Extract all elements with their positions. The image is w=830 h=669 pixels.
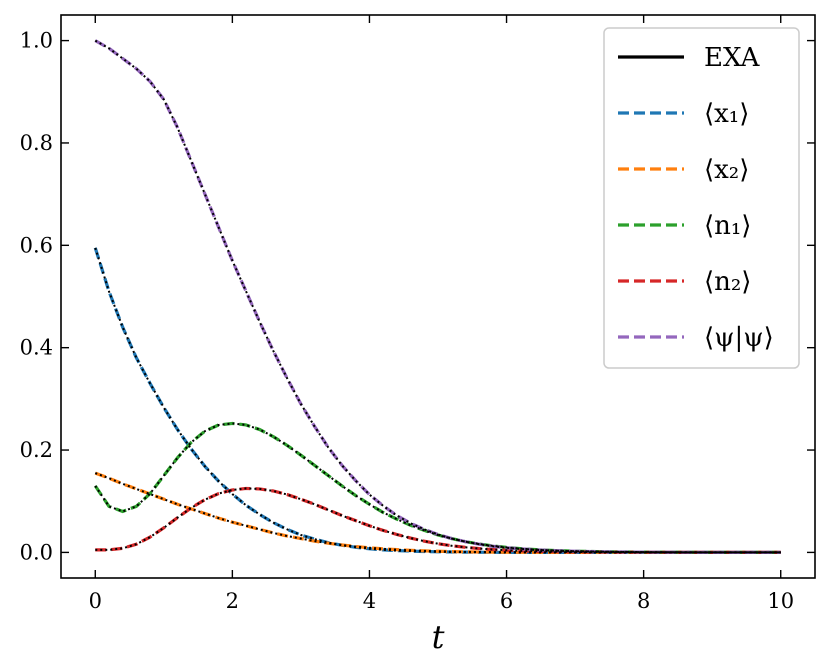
plot-area	[93, 39, 781, 555]
ticks: 0 2 4 6 8 10 0.0 0.2 0.4 0.6 0.8 1.0	[20, 15, 815, 613]
legend-label: ⟨n₁⟩	[704, 211, 751, 241]
y-tick-label: 0.4	[20, 336, 53, 360]
series-line-4	[95, 486, 781, 555]
legend-label: ⟨x₂⟩	[704, 155, 749, 185]
legend-label: ⟨ψ|ψ⟩	[704, 323, 774, 353]
y-tick-label: 0.2	[20, 438, 53, 462]
x-tick-label: 10	[767, 589, 794, 613]
x-axis-label: t	[432, 618, 445, 656]
axes-frame	[60, 14, 816, 579]
exa-line-2	[94, 472, 781, 554]
x-tick-label: 4	[363, 589, 376, 613]
series-line-2	[94, 471, 781, 555]
exa-line-1	[94, 247, 781, 554]
y-tick-label: 0.0	[20, 540, 53, 564]
legend-label: ⟨n₂⟩	[704, 267, 751, 297]
x-tick-label: 6	[500, 589, 513, 613]
exa-line-4	[95, 487, 781, 554]
x-tick-label: 8	[637, 589, 650, 613]
legend-box	[603, 27, 800, 369]
legend-label: EXA	[704, 43, 761, 73]
y-tick-label: 0.8	[20, 131, 53, 155]
exa-line-5	[94, 39, 781, 554]
x-tick-label: 0	[89, 589, 102, 613]
y-tick-label: 1.0	[20, 29, 53, 53]
legend-label: ⟨x₁⟩	[704, 99, 749, 129]
x-tick-label: 2	[226, 589, 239, 613]
legend: EXA ⟨x₁⟩ ⟨x₂⟩ ⟨n₁⟩ ⟨n₂⟩ ⟨ψ|ψ⟩	[603, 27, 800, 369]
y-tick-label: 0.6	[20, 233, 53, 257]
